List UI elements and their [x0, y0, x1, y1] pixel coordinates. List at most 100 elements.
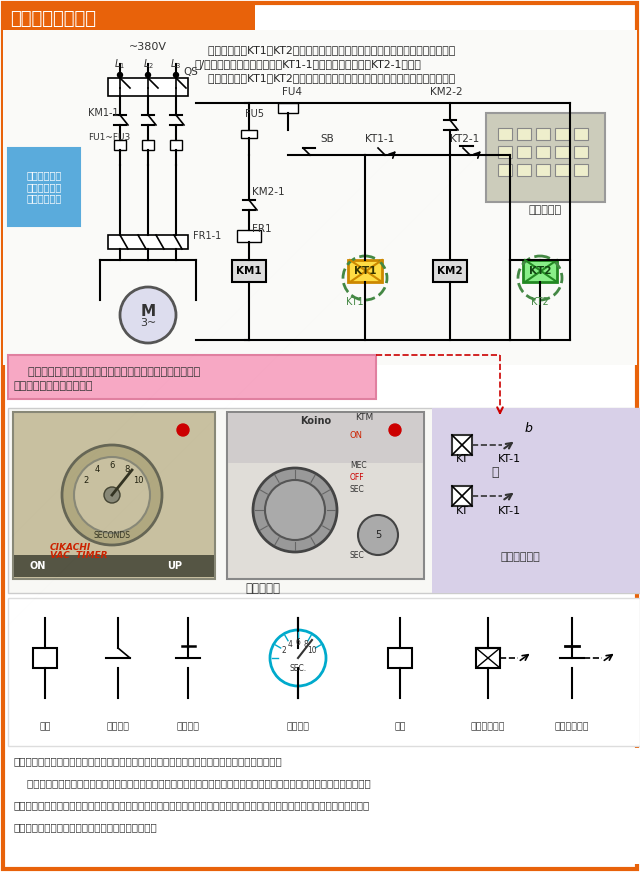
Bar — [536, 164, 550, 176]
Text: 2: 2 — [282, 645, 287, 655]
Bar — [555, 164, 569, 176]
FancyBboxPatch shape — [8, 748, 640, 864]
Text: FR1: FR1 — [252, 224, 271, 234]
Circle shape — [104, 487, 120, 503]
Bar — [517, 146, 531, 158]
FancyBboxPatch shape — [486, 113, 605, 202]
Text: Koino: Koino — [300, 416, 331, 426]
Text: 时间后，相关触点均动作。: 时间后，相关触点均动作。 — [14, 381, 93, 391]
Text: FU5: FU5 — [245, 109, 264, 119]
Circle shape — [74, 457, 150, 533]
Circle shape — [173, 72, 179, 78]
Bar — [348, 260, 382, 282]
Text: 4: 4 — [287, 640, 292, 649]
Text: KTM: KTM — [355, 413, 373, 422]
Bar — [237, 230, 261, 242]
Text: FR1-1: FR1-1 — [193, 231, 221, 241]
Bar — [108, 235, 188, 249]
Bar — [517, 128, 531, 140]
FancyBboxPatch shape — [3, 3, 637, 869]
Text: KM2-2: KM2-2 — [430, 87, 463, 97]
Bar — [555, 128, 569, 140]
Text: 常闭触点: 常闭触点 — [177, 722, 200, 731]
Text: 2: 2 — [83, 475, 89, 485]
Bar — [498, 164, 512, 176]
Circle shape — [270, 630, 326, 686]
Text: FU1~FU3: FU1~FU3 — [88, 133, 131, 142]
Bar — [14, 555, 214, 577]
Bar — [574, 128, 588, 140]
Text: KT1-1: KT1-1 — [365, 134, 394, 144]
Circle shape — [389, 424, 401, 436]
Text: OFF: OFF — [350, 473, 365, 482]
Bar — [114, 140, 126, 150]
Text: 10: 10 — [307, 645, 317, 655]
Text: SEC.: SEC. — [289, 664, 307, 672]
FancyBboxPatch shape — [8, 598, 640, 746]
Bar — [241, 130, 257, 138]
Text: KM2-1: KM2-1 — [252, 187, 285, 197]
FancyBboxPatch shape — [13, 412, 215, 579]
Bar — [170, 140, 182, 150]
Circle shape — [118, 72, 122, 78]
Text: SECONDS: SECONDS — [93, 530, 131, 540]
Text: $L_3$: $L_3$ — [170, 57, 182, 71]
Circle shape — [265, 480, 325, 540]
Text: KM1-1: KM1-1 — [88, 108, 118, 118]
Text: KT2: KT2 — [531, 297, 549, 307]
Bar — [142, 140, 154, 150]
Text: 线圈: 线圈 — [394, 722, 406, 731]
Text: 常开触点: 常开触点 — [106, 722, 129, 731]
Bar — [555, 146, 569, 158]
Text: KT-1: KT-1 — [497, 506, 520, 516]
Text: $L_1$: $L_1$ — [115, 57, 125, 71]
Text: 时间继电器: 时间继电器 — [529, 205, 561, 215]
Text: KT: KT — [456, 454, 468, 464]
Text: SB: SB — [320, 134, 333, 144]
Text: KM2: KM2 — [437, 266, 463, 276]
Bar — [278, 103, 298, 113]
Text: UP: UP — [167, 561, 182, 571]
Text: 时间继电器是通过感测机构接收到外界动作信号，经过一段时间延时后才产生控制动作的继电器。: 时间继电器是通过感测机构接收到外界动作信号，经过一段时间延时后才产生控制动作的继… — [14, 756, 283, 766]
Circle shape — [145, 72, 150, 78]
Circle shape — [253, 468, 337, 552]
Text: SEC: SEC — [350, 551, 365, 560]
Text: 10: 10 — [132, 475, 143, 485]
Circle shape — [62, 445, 162, 545]
Bar — [536, 146, 550, 158]
Bar — [108, 78, 188, 96]
Text: ON: ON — [350, 431, 363, 440]
Bar — [574, 164, 588, 176]
Text: 8: 8 — [124, 465, 130, 473]
Text: ~380V: ~380V — [129, 42, 167, 52]
Text: 时间继电器的功能: 时间继电器的功能 — [10, 10, 96, 28]
FancyBboxPatch shape — [3, 30, 637, 365]
FancyBboxPatch shape — [8, 148, 80, 226]
Text: KT: KT — [456, 506, 468, 516]
FancyBboxPatch shape — [8, 408, 640, 593]
Text: 当时间继电器KT1和KT2线圈通电后，需要经过一段时间后（预先设定的电动机运: 当时间继电器KT1和KT2线圈通电后，需要经过一段时间后（预先设定的电动机运 — [194, 45, 455, 55]
Text: 转/停机时间），延时常开触点KT1-1闭合，延时常闭触点KT2-1断开。: 转/停机时间），延时常开触点KT1-1闭合，延时常闭触点KT2-1断开。 — [194, 59, 421, 69]
Bar — [388, 648, 412, 668]
Text: 到外界的动作信号后，其触点还需要在规定的时间内做一个延迟操作，当时间到达后，触点才开始动作（或线圈失电一段时间后，: 到外界的动作信号后，其触点还需要在规定的时间内做一个延迟操作，当时间到达后，触点… — [14, 800, 371, 810]
Text: 8: 8 — [303, 640, 308, 649]
Text: 输入动作信号后，时间继电器的触点当时不动作，经过设定: 输入动作信号后，时间继电器的触点当时不动作，经过设定 — [14, 367, 200, 377]
Text: ON: ON — [30, 561, 46, 571]
Text: 或: 或 — [492, 466, 499, 479]
Circle shape — [177, 424, 189, 436]
Text: 6: 6 — [109, 460, 115, 469]
Text: 设定时间: 设定时间 — [287, 722, 310, 731]
Bar — [523, 260, 557, 282]
Bar — [476, 648, 500, 668]
Text: KT1: KT1 — [354, 266, 376, 276]
FancyBboxPatch shape — [188, 32, 632, 114]
Circle shape — [358, 515, 398, 555]
Text: FU4: FU4 — [282, 87, 302, 97]
Text: 5: 5 — [375, 530, 381, 540]
Text: KT-1: KT-1 — [497, 454, 520, 464]
FancyBboxPatch shape — [227, 412, 424, 579]
Text: 当时间继电器KT1和KT2线圈失电后，相关的触点无需时间延时，即可复位动作。: 当时间继电器KT1和KT2线圈失电后，相关的触点无需时间延时，即可复位动作。 — [194, 73, 455, 83]
Text: 时间继电器主要用于需要按时间顺序控制的电路中，延时接通和切断某些控制电路。当时间继电器的感测机构（感测元件）得: 时间继电器主要用于需要按时间顺序控制的电路中，延时接通和切断某些控制电路。当时间… — [14, 778, 371, 788]
Text: M: M — [140, 303, 156, 318]
Text: VAC  TIMER: VAC TIMER — [50, 551, 108, 560]
